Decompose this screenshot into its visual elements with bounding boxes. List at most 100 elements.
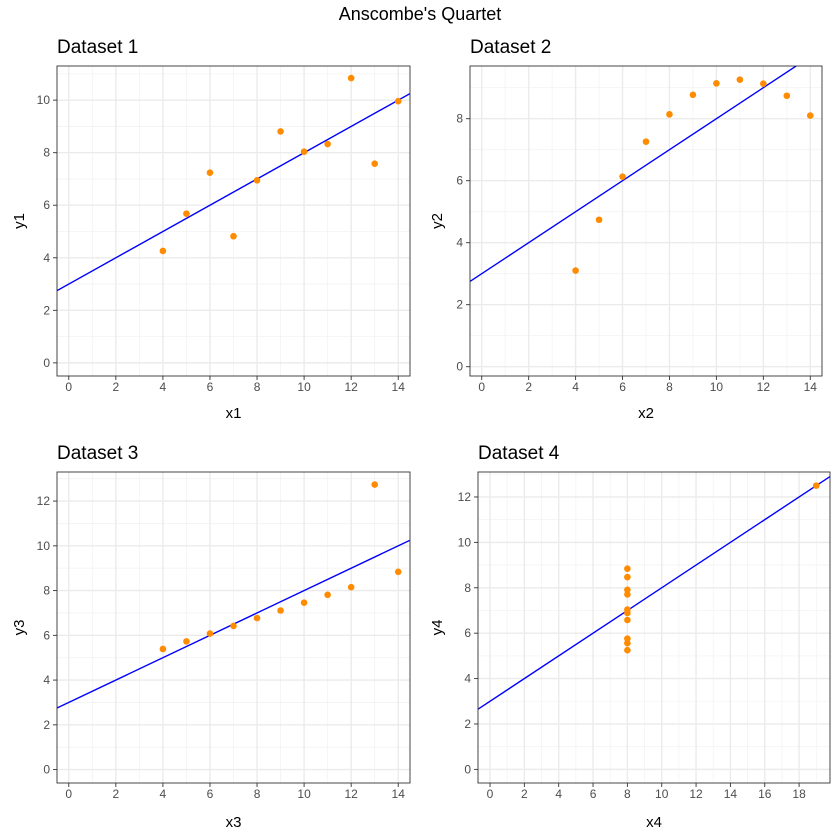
x-tick-label: 12 bbox=[689, 787, 703, 801]
data-point bbox=[347, 74, 355, 82]
y-tick-label: 6 bbox=[43, 198, 50, 212]
x-tick-label: 10 bbox=[297, 787, 311, 801]
y-tick-label: 6 bbox=[456, 174, 463, 188]
data-point bbox=[760, 80, 767, 87]
x-tick-label: 4 bbox=[572, 380, 579, 394]
data-point bbox=[624, 591, 631, 598]
data-point bbox=[230, 232, 237, 240]
y-tick-label: 0 bbox=[456, 360, 463, 374]
x-tick-label: 2 bbox=[521, 787, 528, 801]
x-tick-label: 12 bbox=[344, 787, 358, 801]
x-tick-label: 0 bbox=[487, 787, 494, 801]
x-tick-label: 4 bbox=[160, 787, 167, 801]
x-tick-label: 8 bbox=[254, 787, 261, 801]
x-axis-label: x2 bbox=[638, 405, 654, 422]
x-tick-label: 14 bbox=[724, 787, 738, 801]
y-tick-label: 4 bbox=[464, 672, 471, 686]
data-point bbox=[812, 482, 820, 489]
panel-title: Dataset 1 bbox=[57, 37, 138, 58]
regression-line bbox=[470, 66, 798, 283]
y-tick-label: 8 bbox=[464, 581, 471, 595]
x-tick-label: 6 bbox=[590, 787, 597, 801]
data-point bbox=[624, 646, 631, 654]
data-point bbox=[783, 92, 791, 100]
regression-line bbox=[57, 92, 410, 292]
y-tick-label: 10 bbox=[37, 539, 51, 553]
data-point bbox=[666, 111, 673, 118]
data-point bbox=[347, 583, 355, 591]
panel-2: 0 2 4 6 8 10 12 14 0 2 4 6 8 Dataset 2 x2 y2 bbox=[429, 37, 823, 422]
data-point bbox=[277, 128, 284, 135]
data-point bbox=[624, 635, 631, 642]
x-axis-label: x3 bbox=[226, 814, 242, 831]
data-point bbox=[595, 216, 603, 224]
x-tick-label: 0 bbox=[65, 787, 72, 801]
data-point bbox=[324, 140, 331, 148]
figure-title: Anscombe's Quartet bbox=[338, 4, 502, 24]
data-point bbox=[371, 160, 379, 168]
data-point bbox=[624, 565, 631, 573]
x-tick-label: 14 bbox=[804, 380, 818, 394]
data-point bbox=[206, 630, 214, 637]
y-tick-label: 8 bbox=[43, 146, 50, 160]
panel-4: 0 2 4 6 8 10 12 14 16 18 0 2 4 6 8 10 12 Dataset 4 x4 y4 bbox=[429, 443, 831, 831]
data-point bbox=[206, 169, 214, 176]
y-tick-label: 0 bbox=[43, 356, 50, 370]
x-tick-label: 6 bbox=[207, 787, 214, 801]
data-point bbox=[183, 638, 190, 645]
data-point bbox=[619, 173, 626, 180]
data-point bbox=[394, 97, 402, 105]
panel-3: 0 2 4 6 8 10 12 14 0 2 4 6 8 10 12 Dataset 3 x3 y3 bbox=[11, 443, 411, 831]
x-tick-label: 2 bbox=[112, 380, 119, 394]
data-point bbox=[300, 148, 308, 155]
data-point bbox=[253, 176, 261, 184]
x-tick-label: 16 bbox=[758, 787, 772, 801]
data-point bbox=[394, 568, 402, 576]
y-tick-label: 4 bbox=[43, 251, 50, 265]
y-tick-label: 6 bbox=[464, 626, 471, 640]
x-tick-label: 10 bbox=[297, 380, 311, 394]
data-point bbox=[806, 112, 814, 119]
x-axis-label: x4 bbox=[646, 814, 662, 831]
data-point bbox=[159, 247, 167, 255]
x-tick-label: 2 bbox=[112, 787, 119, 801]
x-tick-label: 4 bbox=[555, 787, 562, 801]
data-point bbox=[324, 591, 331, 599]
panel-border bbox=[469, 65, 823, 377]
data-point bbox=[230, 622, 237, 630]
y-tick-label: 4 bbox=[43, 673, 50, 687]
data-point bbox=[624, 586, 631, 594]
data-point bbox=[736, 76, 744, 83]
x-tick-label: 18 bbox=[792, 787, 806, 801]
x-tick-label: 0 bbox=[478, 380, 485, 394]
y-tick-label: 10 bbox=[458, 535, 472, 549]
data-point bbox=[253, 614, 261, 622]
panel-title: Dataset 4 bbox=[478, 443, 560, 464]
x-tick-label: 10 bbox=[655, 787, 669, 801]
x-tick-label: 2 bbox=[525, 380, 532, 394]
data-point bbox=[624, 639, 631, 647]
y-tick-label: 6 bbox=[43, 628, 50, 642]
y-tick-label: 0 bbox=[464, 762, 471, 776]
y-tick-label: 8 bbox=[456, 112, 463, 126]
x-tick-label: 6 bbox=[619, 380, 626, 394]
data-point bbox=[689, 91, 697, 99]
data-point bbox=[624, 609, 631, 617]
y-axis-label: y2 bbox=[429, 213, 446, 229]
x-tick-label: 0 bbox=[65, 380, 72, 394]
data-point bbox=[300, 599, 308, 606]
x-tick-label: 8 bbox=[254, 380, 261, 394]
data-point bbox=[642, 138, 650, 145]
data-point bbox=[624, 573, 631, 581]
y-tick-label: 2 bbox=[43, 718, 50, 732]
y-tick-label: 2 bbox=[456, 298, 463, 312]
data-point bbox=[183, 210, 190, 217]
x-tick-label: 10 bbox=[710, 380, 724, 394]
regression-line bbox=[478, 475, 830, 710]
x-tick-label: 8 bbox=[666, 380, 673, 394]
x-tick-label: 4 bbox=[160, 380, 167, 394]
data-point bbox=[159, 645, 167, 653]
y-axis-label: y4 bbox=[429, 620, 446, 636]
